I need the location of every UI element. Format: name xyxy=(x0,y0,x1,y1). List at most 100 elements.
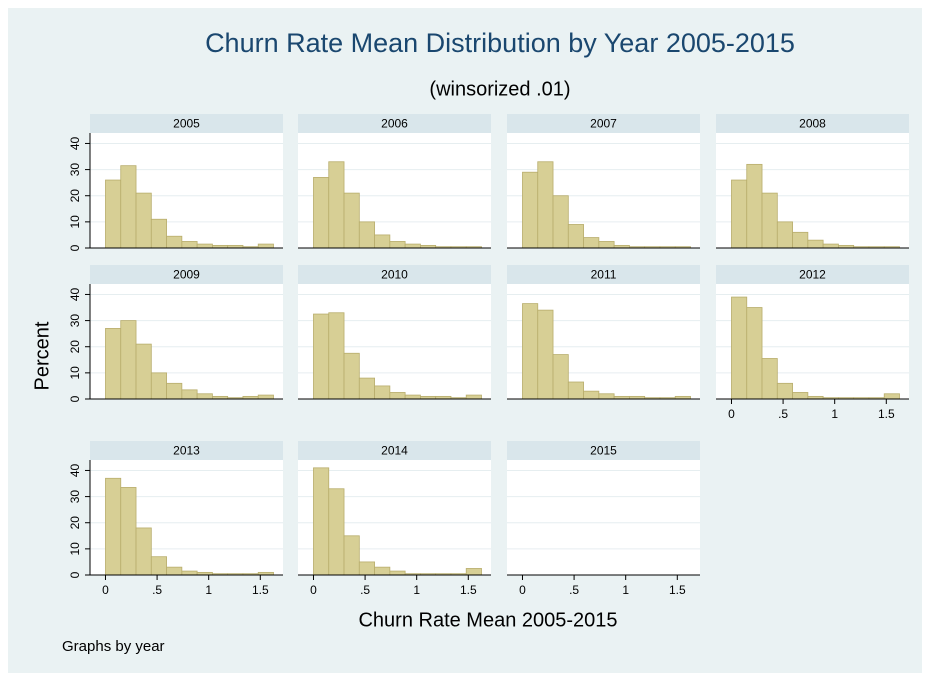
bar xyxy=(822,243,839,249)
bar xyxy=(105,477,122,576)
note: Graphs by year xyxy=(62,638,165,655)
bar xyxy=(343,192,360,249)
bar xyxy=(105,328,122,400)
x-tick-label: 1.5 xyxy=(252,583,269,597)
bar xyxy=(358,561,375,576)
x-tick-label: 1 xyxy=(413,583,420,597)
bar xyxy=(792,231,809,249)
strip xyxy=(507,441,700,460)
bar xyxy=(135,343,152,400)
bar xyxy=(328,312,345,400)
bar xyxy=(181,241,198,249)
bar xyxy=(374,385,391,400)
x-tick-label: 1.5 xyxy=(878,407,895,421)
x-tick-label: .5 xyxy=(152,583,162,597)
bar xyxy=(731,296,748,400)
panel-title: 2010 xyxy=(381,268,408,282)
x-tick-label: 1.5 xyxy=(460,583,477,597)
bar xyxy=(135,527,152,576)
x-tick-label: 1 xyxy=(622,583,629,597)
bar xyxy=(181,570,198,576)
bar xyxy=(181,389,198,400)
bar xyxy=(389,570,406,576)
y-tick-label: 10 xyxy=(68,542,82,556)
y-tick-label: 30 xyxy=(68,163,82,177)
panel-title: 2011 xyxy=(591,268,617,282)
y-tick-label: 30 xyxy=(68,490,82,504)
y-tick-label: 0 xyxy=(68,571,82,578)
strip xyxy=(507,114,700,133)
bar xyxy=(328,161,345,249)
x-tick-label: 1.5 xyxy=(669,583,686,597)
bar xyxy=(358,221,375,249)
x-tick-label: 0 xyxy=(519,583,526,597)
y-tick-label: 10 xyxy=(68,366,82,380)
panel-title: 2007 xyxy=(590,117,617,131)
bar xyxy=(358,377,375,400)
bar xyxy=(731,179,748,249)
y-tick-label: 20 xyxy=(68,189,82,203)
bar xyxy=(761,192,778,249)
strip xyxy=(507,265,700,284)
bar xyxy=(761,358,778,400)
x-tick-label: .5 xyxy=(778,407,788,421)
strip xyxy=(298,265,491,284)
bar xyxy=(522,303,539,400)
panel-title: 2009 xyxy=(173,268,200,282)
bar xyxy=(598,241,615,249)
bar xyxy=(404,243,421,249)
x-tick-label: 0 xyxy=(728,407,735,421)
y-tick-label: 0 xyxy=(68,395,82,402)
panel-title: 2008 xyxy=(799,117,826,131)
bar xyxy=(465,568,482,576)
y-axis-label: Percent xyxy=(31,321,53,390)
chart-title: Churn Rate Mean Distribution by Year 200… xyxy=(205,28,795,58)
strip xyxy=(298,441,491,460)
panel-title: 2013 xyxy=(173,444,200,458)
bar xyxy=(150,372,167,400)
bar xyxy=(313,467,330,576)
bar xyxy=(343,352,360,400)
bar xyxy=(776,382,793,400)
bar xyxy=(120,165,137,249)
bar xyxy=(196,393,213,400)
y-tick-label: 30 xyxy=(68,314,82,328)
panel-title: 2006 xyxy=(381,117,408,131)
bar xyxy=(313,313,330,400)
panel-title: 2005 xyxy=(173,117,200,131)
bar xyxy=(166,235,183,249)
bar xyxy=(166,566,183,576)
bar xyxy=(598,393,615,400)
y-tick-label: 20 xyxy=(68,340,82,354)
y-tick-label: 40 xyxy=(68,136,82,150)
bar xyxy=(257,394,274,400)
bar xyxy=(374,566,391,576)
bar xyxy=(105,179,122,249)
x-tick-label: 1 xyxy=(205,583,212,597)
strip xyxy=(298,114,491,133)
x-tick-label: 0 xyxy=(102,583,109,597)
strip xyxy=(716,114,909,133)
bar xyxy=(313,177,330,249)
bar xyxy=(389,392,406,400)
bar xyxy=(537,309,554,400)
x-tick-label: .5 xyxy=(360,583,370,597)
bar xyxy=(567,381,584,400)
bar xyxy=(257,243,274,249)
bar xyxy=(552,354,569,400)
bar xyxy=(746,163,763,249)
x-tick-label: .5 xyxy=(569,583,579,597)
strip xyxy=(90,114,283,133)
bar xyxy=(120,487,137,576)
bar xyxy=(792,392,809,400)
bar xyxy=(343,535,360,576)
bar xyxy=(583,390,600,400)
bar xyxy=(567,224,584,249)
y-tick-label: 20 xyxy=(68,516,82,530)
y-tick-label: 0 xyxy=(68,244,82,251)
bar xyxy=(120,320,137,400)
y-tick-label: 10 xyxy=(68,215,82,229)
plot-area xyxy=(507,460,700,575)
y-tick-label: 40 xyxy=(68,463,82,477)
